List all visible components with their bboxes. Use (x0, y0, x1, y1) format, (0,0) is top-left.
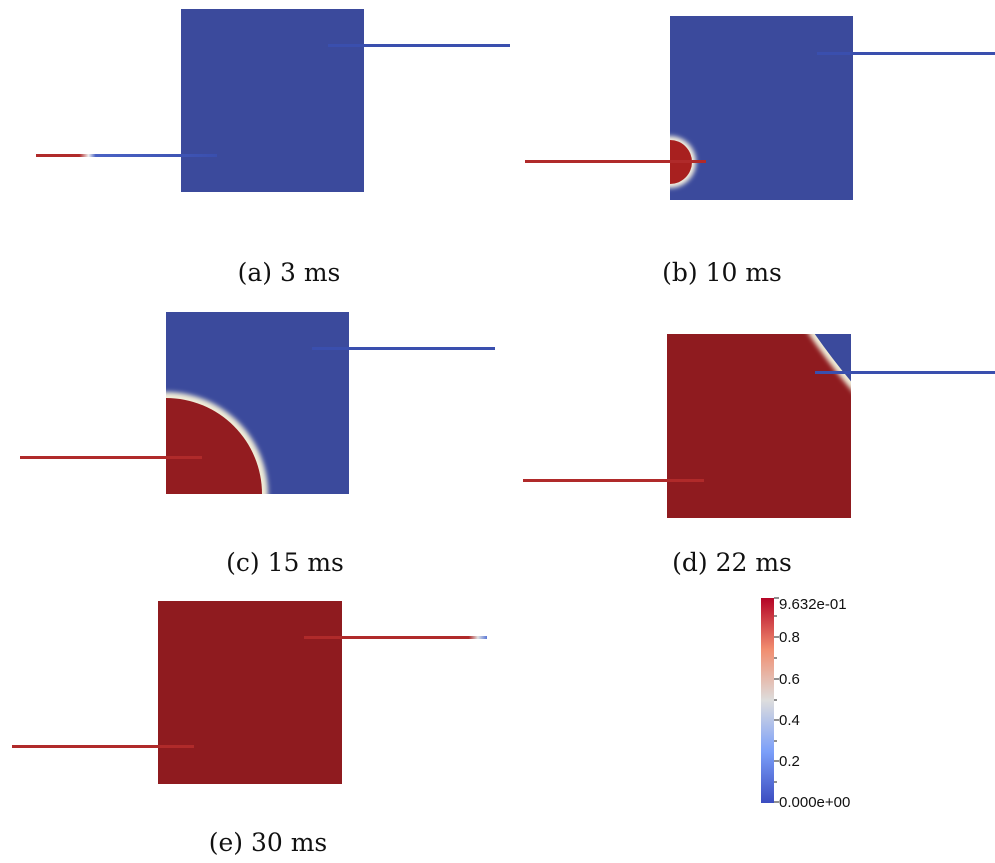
panel-c: (c) 15 ms (20, 312, 495, 577)
lower-wire (20, 456, 202, 459)
colorbar-tick-label: 0.2 (779, 753, 800, 770)
domain-square (667, 334, 851, 518)
caption-e: (e) 30 ms (209, 828, 328, 857)
colorbar: 9.632e-01 0.8 0.6 0.4 0.2 0.000e+00 (761, 596, 850, 811)
lower-wire (12, 745, 194, 748)
upper-wire (304, 636, 487, 639)
caption-b: (b) 10 ms (662, 258, 782, 287)
upper-wire (312, 347, 495, 350)
lower-wire (36, 154, 217, 157)
domain-square (158, 601, 342, 784)
colorbar-min-label: 0.000e+00 (779, 794, 850, 811)
colorbar-tick-label: 0.6 (779, 671, 800, 688)
colorbar-tick-label: 0.8 (779, 629, 800, 646)
upper-wire (815, 371, 995, 374)
colorbar-ticks (774, 597, 779, 803)
hot-region (166, 398, 262, 494)
domain-square (181, 9, 364, 192)
panel-d: (d) 22 ms (523, 334, 995, 577)
panel-b: (b) 10 ms (525, 16, 995, 287)
caption-c: (c) 15 ms (226, 548, 344, 577)
colorbar-tick-label: 0.4 (779, 712, 800, 729)
lower-wire (525, 160, 706, 163)
caption-a: (a) 3 ms (238, 258, 341, 287)
domain-square (670, 16, 853, 200)
colorbar-gradient (761, 598, 774, 803)
upper-wire (817, 52, 995, 55)
caption-d: (d) 22 ms (672, 548, 792, 577)
cold-region (814, 334, 851, 382)
upper-wire (328, 44, 510, 47)
panel-e: (e) 30 ms (12, 601, 487, 857)
lower-wire (523, 479, 704, 482)
panel-a: (a) 3 ms (36, 9, 510, 287)
colorbar-max-label: 9.632e-01 (779, 596, 847, 613)
